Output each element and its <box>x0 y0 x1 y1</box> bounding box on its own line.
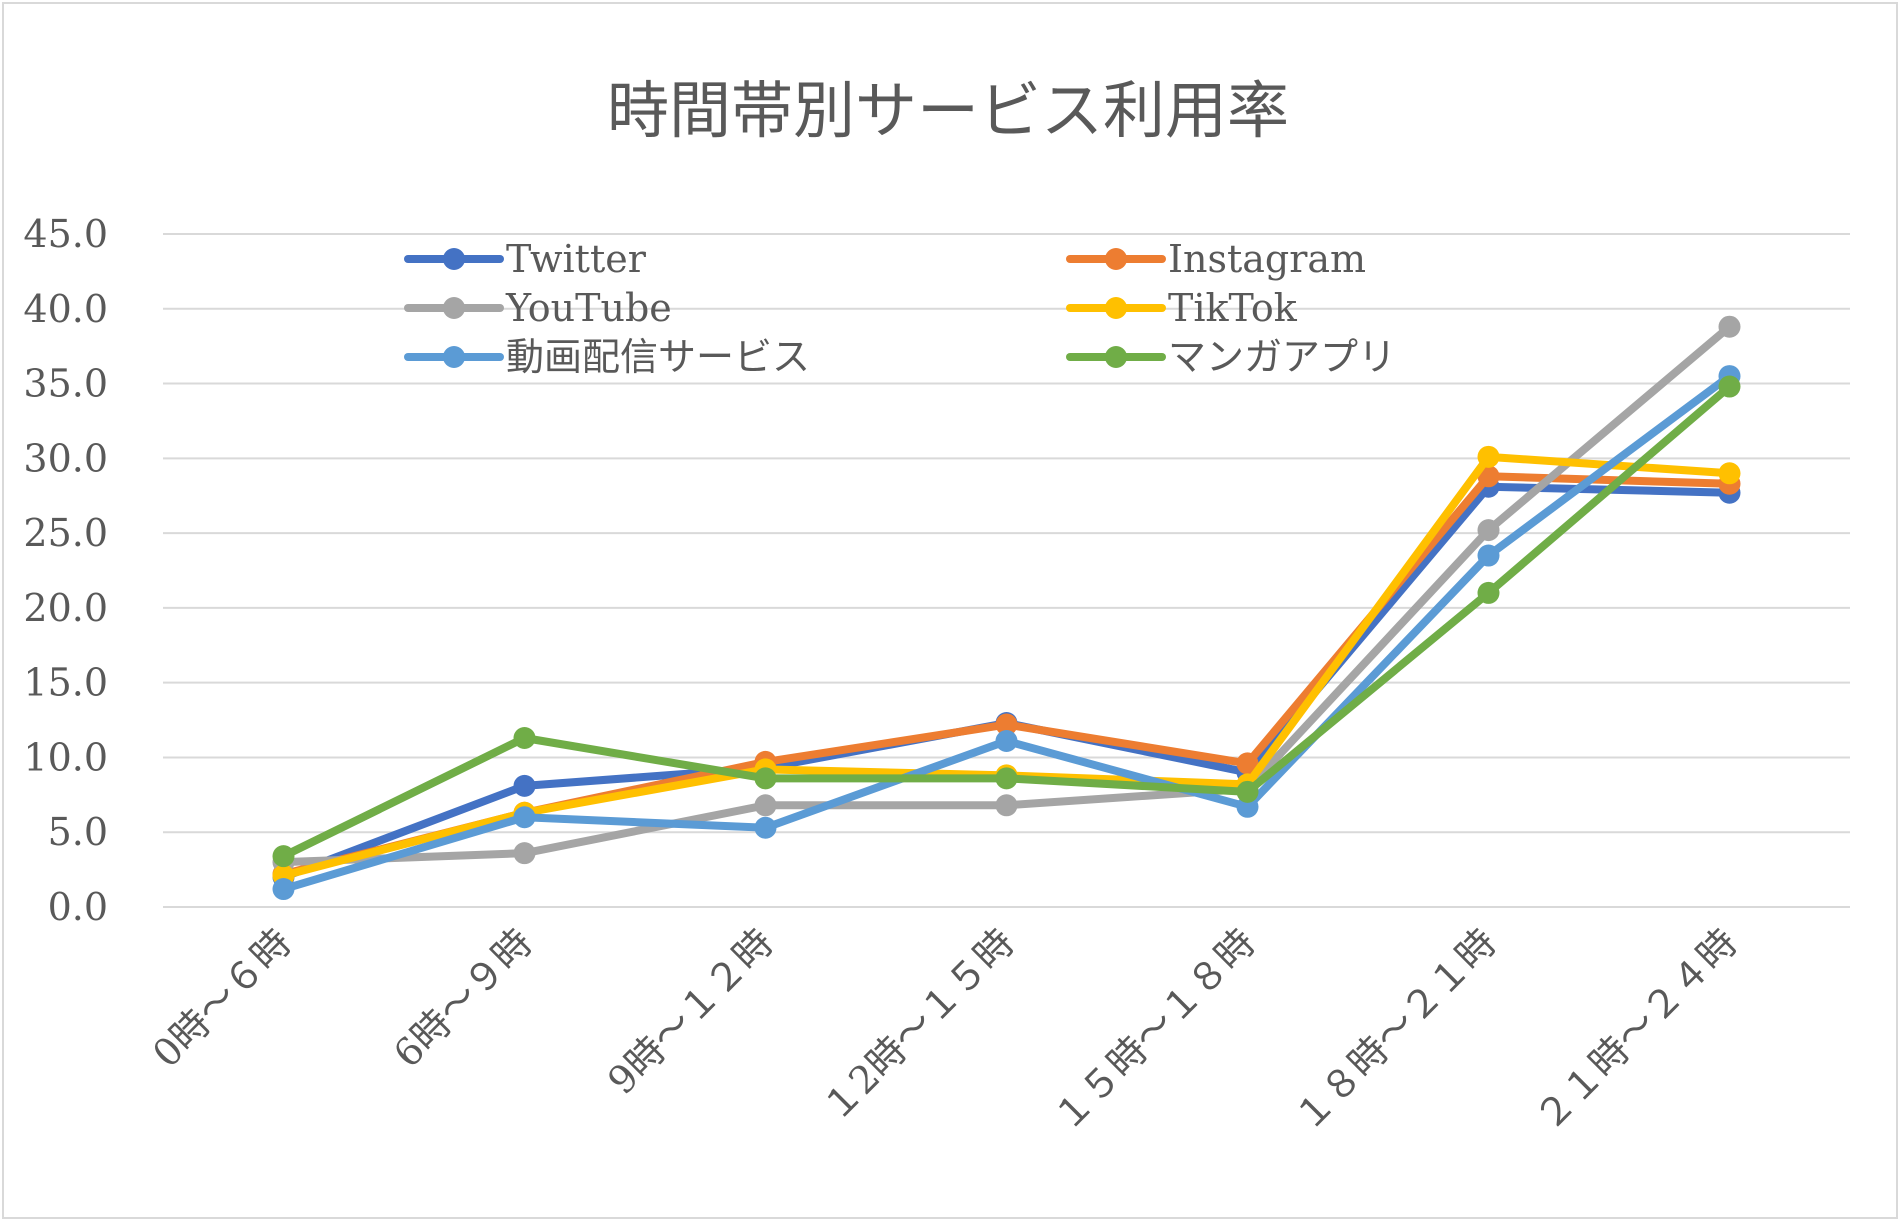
data-point <box>272 845 295 868</box>
legend-swatch-marker <box>443 346 465 368</box>
x-tick-label: ２１時～２４時 <box>1527 920 1746 1139</box>
legend-label: YouTube <box>505 286 672 330</box>
legend: Twitter Instagram YouTube TikTok 動画配信サービス マンガ… <box>404 237 1396 379</box>
y-tick-label: 10.0 <box>23 735 108 779</box>
data-point <box>754 767 777 790</box>
series-動画配信サービス <box>272 365 1741 901</box>
data-point <box>1477 519 1500 542</box>
data-point <box>1477 544 1500 567</box>
legend-swatch-marker <box>443 248 465 270</box>
y-tick-label: 45.0 <box>23 212 108 256</box>
data-point <box>1477 445 1500 468</box>
series-マンガアプリ <box>272 375 1741 868</box>
chart-title: 時間帯別サービス利用率 <box>607 74 1289 147</box>
data-point <box>754 816 777 839</box>
data-point <box>995 713 1018 736</box>
data-point <box>1477 581 1500 604</box>
series-layer <box>272 315 1741 901</box>
legend-label: TikTok <box>1168 286 1298 330</box>
data-point <box>1236 752 1259 775</box>
legend-swatch-marker <box>1105 346 1127 368</box>
y-tick-label: 15.0 <box>23 661 108 705</box>
legend-label: Instagram <box>1168 237 1366 281</box>
legend-label: 動画配信サービス <box>506 335 810 379</box>
data-point <box>272 878 295 901</box>
legend-swatch-marker <box>1105 248 1127 270</box>
y-tick-label: 30.0 <box>23 436 108 480</box>
x-tick-label: 0時～６時 <box>144 920 300 1076</box>
x-tick-label: 9時～１２時 <box>599 920 782 1103</box>
data-point <box>754 794 777 817</box>
y-tick-label: 40.0 <box>23 287 108 331</box>
data-point <box>513 842 536 865</box>
data-point <box>513 806 536 829</box>
legend-swatch-marker <box>443 297 465 319</box>
y-tick-label: 20.0 <box>23 586 108 630</box>
data-point <box>513 727 536 750</box>
x-tick-label: 6時～９時 <box>385 920 541 1076</box>
y-tick-label: 5.0 <box>48 810 108 854</box>
legend-item: マンガアプリ <box>1066 335 1396 379</box>
legend-label: Twitter <box>506 237 647 281</box>
x-tick-label: １５時～１８時 <box>1045 920 1264 1139</box>
legend-label: マンガアプリ <box>1168 335 1396 379</box>
data-point <box>1718 375 1741 398</box>
y-tick-label: 25.0 <box>23 511 108 555</box>
data-point <box>513 774 536 797</box>
data-point <box>1718 315 1741 338</box>
data-point <box>1236 780 1259 803</box>
legend-item: TikTok <box>1066 286 1298 330</box>
y-axis: 0.0 5.0 10.0 15.0 20.0 25.0 30.0 35.0 40.0 45.0 <box>23 212 108 929</box>
y-tick-label: 35.0 <box>23 362 108 406</box>
series-YouTube <box>272 315 1741 874</box>
legend-item: Instagram <box>1066 237 1366 281</box>
series-TikTok <box>272 445 1741 887</box>
legend-swatch-marker <box>1105 297 1127 319</box>
legend-item: YouTube <box>404 286 672 330</box>
data-point <box>995 767 1018 790</box>
x-tick-label: １８時～２１時 <box>1286 920 1505 1139</box>
data-point <box>995 729 1018 752</box>
legend-item: Twitter <box>404 237 647 281</box>
legend-item: 動画配信サービス <box>404 335 810 379</box>
data-point <box>1718 462 1741 485</box>
x-tick-label: １2時～１５時 <box>813 920 1022 1129</box>
data-point <box>995 794 1018 817</box>
y-tick-label: 0.0 <box>48 885 108 929</box>
x-axis: 0時～６時 6時～９時 9時～１２時 １2時～１５時 １５時～１８時 １８時～２１時 ２１時… <box>144 920 1746 1139</box>
